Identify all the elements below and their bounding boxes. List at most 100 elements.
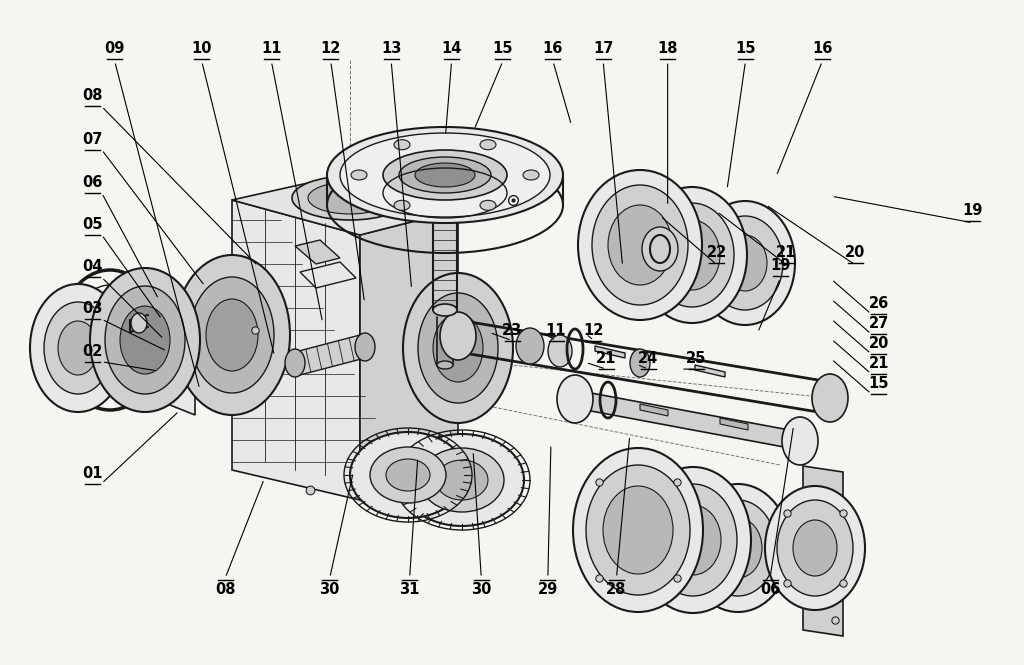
Ellipse shape — [120, 306, 170, 374]
Text: 08: 08 — [82, 88, 102, 104]
Polygon shape — [295, 240, 340, 264]
Polygon shape — [640, 404, 668, 416]
Polygon shape — [360, 210, 458, 500]
Ellipse shape — [440, 312, 476, 360]
Ellipse shape — [548, 335, 572, 367]
Text: 06: 06 — [760, 582, 780, 597]
Text: 14: 14 — [441, 41, 462, 57]
Ellipse shape — [174, 255, 290, 415]
Ellipse shape — [686, 484, 790, 612]
Ellipse shape — [105, 286, 185, 394]
Ellipse shape — [793, 520, 837, 576]
Polygon shape — [595, 346, 625, 358]
Ellipse shape — [573, 448, 703, 612]
Ellipse shape — [586, 465, 690, 595]
Ellipse shape — [340, 133, 550, 217]
Ellipse shape — [650, 203, 734, 307]
Ellipse shape — [664, 220, 720, 290]
Ellipse shape — [714, 518, 762, 578]
Text: 11: 11 — [546, 323, 566, 338]
Ellipse shape — [394, 200, 410, 210]
Ellipse shape — [58, 321, 98, 375]
Text: 13: 13 — [381, 41, 401, 57]
Ellipse shape — [812, 374, 848, 422]
Ellipse shape — [700, 500, 776, 596]
Ellipse shape — [707, 216, 783, 310]
Ellipse shape — [782, 417, 818, 465]
Text: 20: 20 — [845, 245, 865, 260]
Text: 18: 18 — [657, 41, 678, 57]
Text: 11: 11 — [261, 41, 282, 57]
Ellipse shape — [292, 176, 408, 220]
Polygon shape — [695, 365, 725, 377]
Ellipse shape — [603, 486, 673, 574]
Text: 28: 28 — [606, 582, 627, 597]
Ellipse shape — [649, 484, 737, 596]
Ellipse shape — [437, 361, 453, 369]
Text: 21: 21 — [776, 245, 797, 260]
Text: 19: 19 — [770, 258, 791, 273]
Ellipse shape — [327, 127, 563, 223]
Text: 15: 15 — [493, 41, 513, 57]
Ellipse shape — [355, 333, 375, 361]
Ellipse shape — [480, 200, 496, 210]
Text: 12: 12 — [321, 41, 341, 57]
Polygon shape — [232, 200, 360, 500]
Polygon shape — [300, 262, 356, 288]
Text: 24: 24 — [638, 351, 658, 366]
Text: 16: 16 — [543, 41, 563, 57]
Text: 09: 09 — [104, 41, 125, 57]
Text: 30: 30 — [471, 582, 492, 597]
Ellipse shape — [400, 434, 524, 526]
Ellipse shape — [285, 349, 305, 377]
Ellipse shape — [523, 170, 539, 180]
Text: 23: 23 — [502, 323, 522, 338]
Text: 16: 16 — [812, 41, 833, 57]
Text: 25: 25 — [686, 351, 707, 366]
Ellipse shape — [635, 467, 751, 613]
Text: 08: 08 — [215, 582, 236, 597]
Text: 27: 27 — [868, 316, 889, 331]
Ellipse shape — [592, 185, 688, 305]
Ellipse shape — [370, 447, 446, 503]
Ellipse shape — [399, 157, 490, 193]
Ellipse shape — [765, 486, 865, 610]
Text: 06: 06 — [82, 175, 102, 190]
Ellipse shape — [206, 299, 258, 371]
Ellipse shape — [30, 284, 126, 412]
Ellipse shape — [436, 460, 488, 500]
Ellipse shape — [44, 302, 112, 394]
Text: 07: 07 — [82, 132, 102, 147]
Text: 01: 01 — [82, 465, 102, 481]
Text: 20: 20 — [868, 336, 889, 351]
Ellipse shape — [418, 293, 498, 403]
Ellipse shape — [433, 304, 457, 316]
Text: 12: 12 — [584, 323, 604, 338]
Ellipse shape — [350, 432, 466, 518]
Ellipse shape — [351, 170, 367, 180]
Ellipse shape — [630, 349, 650, 377]
Ellipse shape — [777, 500, 853, 596]
Text: 30: 30 — [319, 582, 340, 597]
Text: 10: 10 — [191, 41, 212, 57]
Ellipse shape — [480, 140, 496, 150]
Text: 21: 21 — [596, 351, 616, 366]
Text: 02: 02 — [82, 344, 102, 359]
Ellipse shape — [665, 505, 721, 575]
Text: 26: 26 — [868, 296, 889, 311]
Ellipse shape — [383, 150, 507, 200]
Ellipse shape — [90, 268, 200, 412]
Text: 17: 17 — [593, 41, 613, 57]
Ellipse shape — [642, 227, 678, 271]
Ellipse shape — [608, 205, 672, 285]
Text: 29: 29 — [538, 582, 558, 597]
Text: 31: 31 — [399, 582, 420, 597]
Text: 03: 03 — [82, 301, 102, 317]
Text: 04: 04 — [82, 259, 102, 275]
Polygon shape — [575, 390, 800, 450]
Ellipse shape — [131, 313, 147, 333]
Ellipse shape — [723, 235, 767, 291]
Ellipse shape — [578, 170, 702, 320]
Ellipse shape — [386, 459, 430, 491]
Polygon shape — [720, 418, 748, 430]
